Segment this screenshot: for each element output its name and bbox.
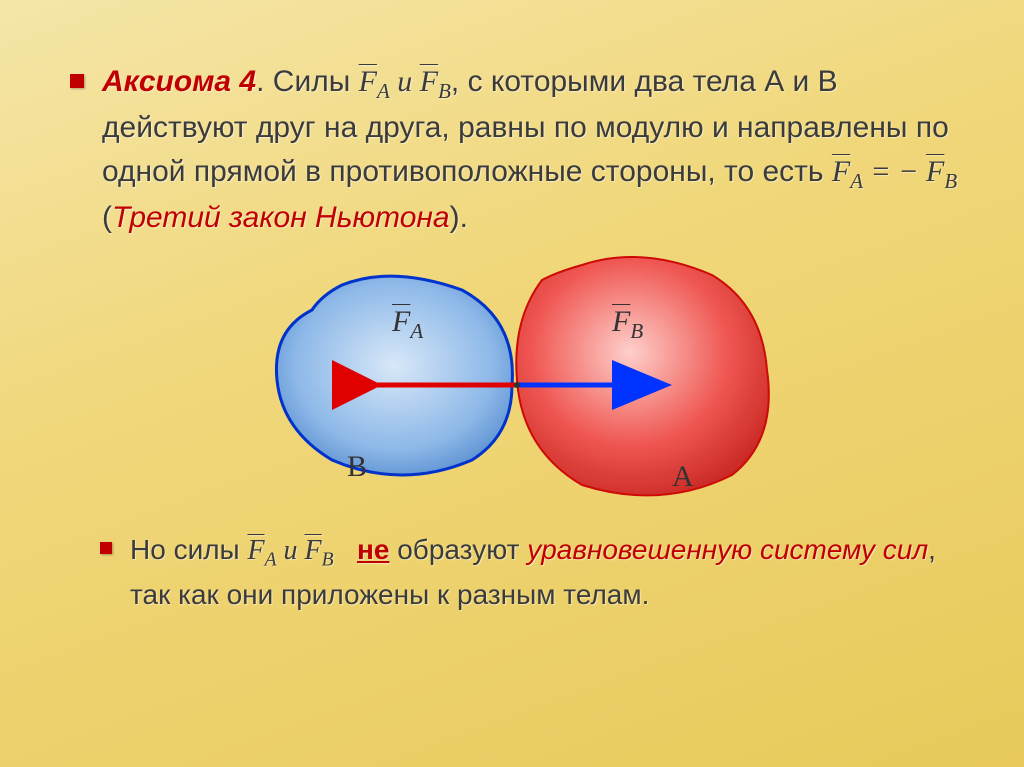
balanced-system: уравновешенную систему сил <box>527 534 928 565</box>
note-and: и <box>277 535 305 566</box>
contact-point <box>514 382 520 388</box>
bullet-marker <box>70 74 84 88</box>
formula-fa: FA <box>359 65 390 98</box>
note-mid1: образуют <box>389 534 527 565</box>
axiom-bullet: Аксиома 4. Силы FA и FB, с которыми два … <box>70 60 974 240</box>
note-fb: FB <box>305 535 334 566</box>
bullet-marker-small <box>100 542 112 554</box>
force-diagram: FA FB B A <box>242 250 802 510</box>
body-b-label: B <box>347 450 367 484</box>
text-pre: . Силы <box>256 65 359 98</box>
text-and: и <box>390 65 420 98</box>
axiom-title: Аксиома 4 <box>102 65 256 98</box>
newton-law: Третий закон Ньютона <box>112 201 450 234</box>
paren-close: ). <box>450 201 468 234</box>
paren-open: ( <box>102 201 112 234</box>
equation: FA = − FB <box>832 155 957 188</box>
fb-label: FB <box>612 305 643 344</box>
note-bullet: Но силы FA и FB не образуют уравновешенн… <box>100 530 974 616</box>
body-a-label: A <box>672 460 694 494</box>
fa-label: FA <box>392 305 423 344</box>
body-a-shape <box>516 257 769 495</box>
note-ne: не <box>357 534 389 565</box>
formula-fb: FB <box>420 65 451 98</box>
note-pre: Но силы <box>130 534 247 565</box>
axiom-text: Аксиома 4. Силы FA и FB, с которыми два … <box>102 60 974 240</box>
note-fa: FA <box>247 535 276 566</box>
diagram-svg <box>242 250 802 510</box>
note-text: Но силы FA и FB не образуют уравновешенн… <box>130 530 974 616</box>
